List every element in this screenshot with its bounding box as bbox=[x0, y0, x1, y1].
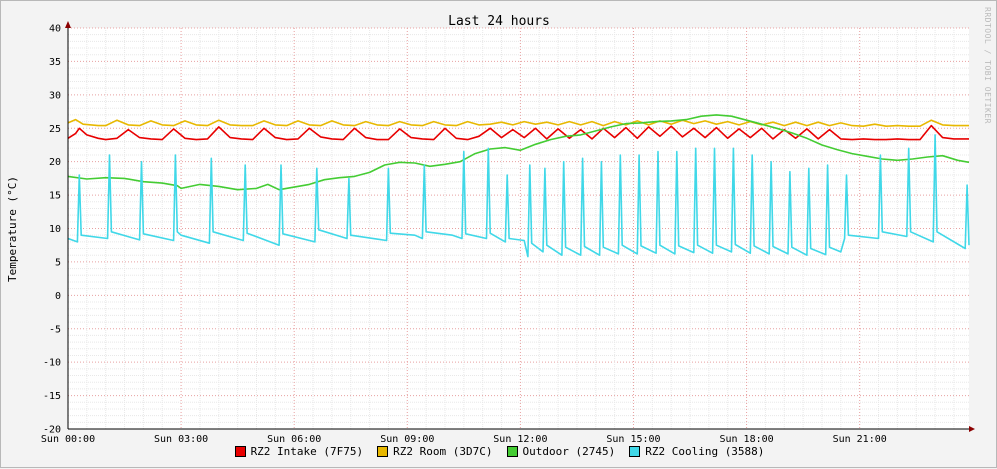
x-tick-labels: Sun 00:00 Sun 03:00 Sun 06:00 Sun 09:00 Sun … bbox=[41, 434, 887, 445]
legend: RZ2 Intake (7F75) RZ2 Room (3D7C) Outdoor … bbox=[1, 445, 997, 458]
series-line-4 bbox=[67, 134, 970, 258]
y-tick-label: 5 bbox=[55, 257, 61, 268]
legend-swatch bbox=[629, 446, 641, 457]
y-axis-label: Temperature (°C) bbox=[6, 176, 19, 282]
legend-item: RZ2 Intake (7F75) bbox=[234, 445, 364, 458]
x-tick-label: Sun 12:00 bbox=[493, 434, 547, 445]
y-tick-label: 40 bbox=[49, 24, 61, 35]
x-tick-label: Sun 15:00 bbox=[606, 434, 660, 445]
x-tick-label: Sun 06:00 bbox=[267, 434, 321, 445]
y-tick-label: 0 bbox=[55, 291, 61, 302]
series-line-3 bbox=[67, 114, 970, 191]
x-tick-label: Sun 18:00 bbox=[719, 434, 773, 445]
y-tick-label: 35 bbox=[49, 57, 61, 68]
chart-title: Last 24 hours bbox=[448, 14, 550, 29]
y-tick-labels: 40 35 30 25 20 15 10 5 0 -5 -10 -15 -20 bbox=[43, 24, 61, 436]
x-axis-arrow-icon bbox=[969, 426, 975, 432]
legend-label: Outdoor (2745) bbox=[522, 445, 616, 458]
x-tick-label: Sun 00:00 bbox=[41, 434, 95, 445]
series-line-1 bbox=[67, 124, 969, 141]
legend-item: RZ2 Room (3D7C) bbox=[377, 445, 493, 458]
rrdtool-watermark: RRDTOOL / TOBI OETIKER bbox=[983, 7, 992, 124]
y-tick-label: -5 bbox=[49, 324, 61, 335]
y-tick-label: 15 bbox=[49, 191, 61, 202]
y-tick-label: 25 bbox=[49, 124, 61, 135]
series-group bbox=[67, 114, 970, 258]
y-tick-label: 30 bbox=[49, 90, 61, 101]
legend-label: RZ2 Cooling (3588) bbox=[645, 445, 765, 458]
y-axis-arrow-icon bbox=[65, 21, 71, 28]
y-tick-label: 10 bbox=[49, 224, 61, 235]
legend-item: RZ2 Cooling (3588) bbox=[629, 445, 764, 458]
legend-item: Outdoor (2745) bbox=[506, 445, 616, 458]
x-tick-label: Sun 03:00 bbox=[154, 434, 208, 445]
legend-swatch bbox=[506, 446, 518, 457]
x-tick-label: Sun 21:00 bbox=[833, 434, 887, 445]
legend-label: RZ2 Room (3D7C) bbox=[393, 445, 493, 458]
y-tick-label: 20 bbox=[49, 157, 61, 168]
legend-swatch bbox=[377, 446, 389, 457]
axes bbox=[65, 21, 975, 432]
grid bbox=[68, 27, 969, 429]
y-tick-label: -10 bbox=[43, 358, 61, 369]
x-tick-label: Sun 09:00 bbox=[380, 434, 434, 445]
legend-swatch bbox=[234, 446, 246, 457]
series-line-2 bbox=[67, 118, 969, 127]
y-tick-label: -15 bbox=[43, 391, 61, 402]
legend-label: RZ2 Intake (7F75) bbox=[250, 445, 364, 458]
y-tick-label: -20 bbox=[43, 425, 61, 436]
